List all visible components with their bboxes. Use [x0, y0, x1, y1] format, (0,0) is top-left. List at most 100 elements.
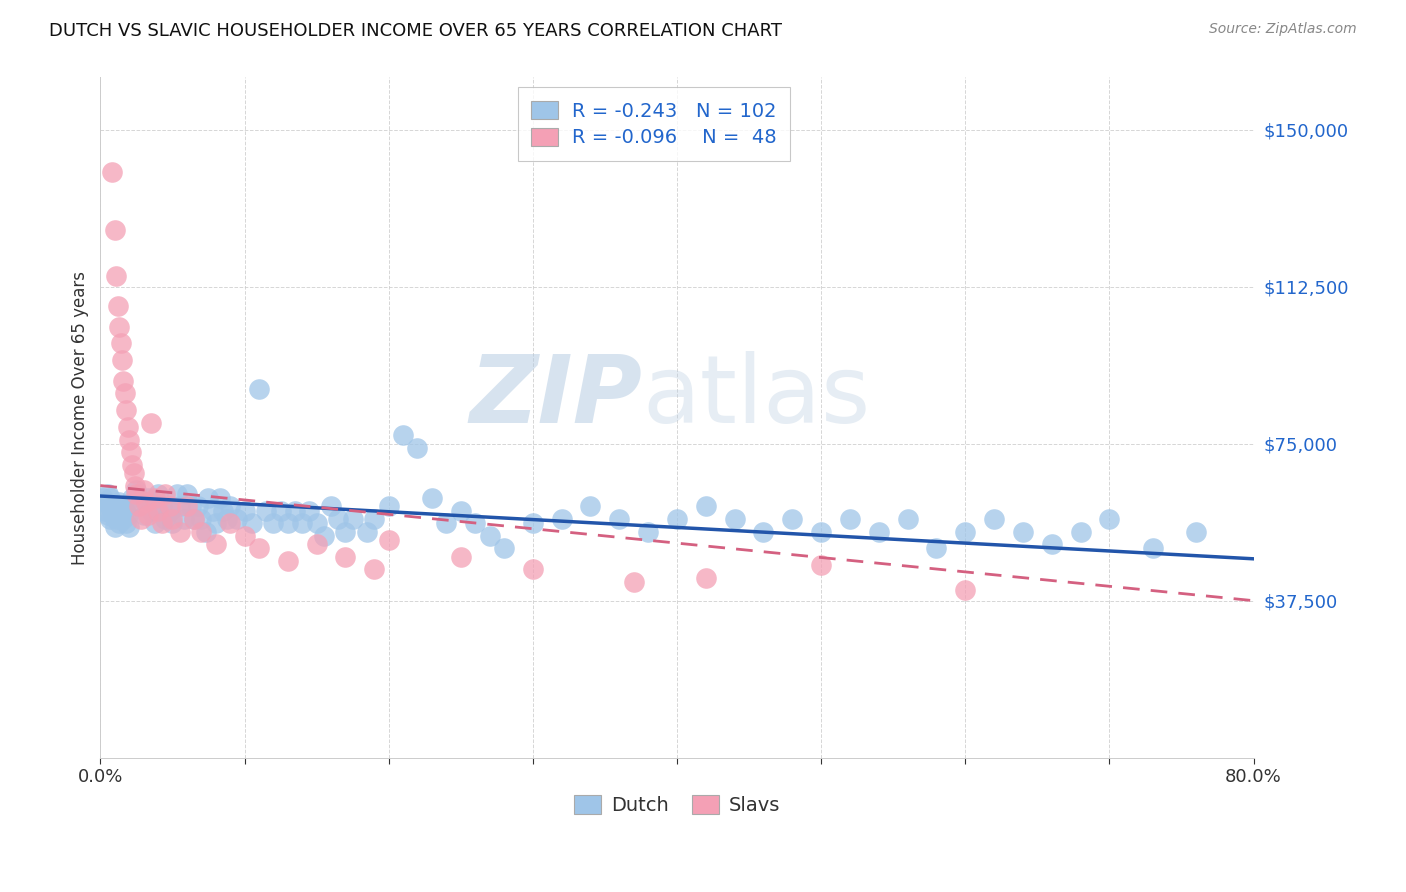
Dutch — [114, 504, 136, 518]
Dutch — [143, 516, 166, 531]
Slavs — [129, 512, 152, 526]
Dutch — [197, 491, 219, 505]
Slavs — [955, 583, 977, 598]
Slavs — [176, 500, 198, 514]
Dutch — [212, 504, 235, 518]
Dutch — [607, 512, 630, 526]
Dutch — [406, 441, 429, 455]
Dutch — [107, 504, 129, 518]
Dutch — [128, 500, 150, 514]
Slavs — [233, 529, 256, 543]
Dutch — [105, 512, 128, 526]
Slavs — [159, 500, 181, 514]
Dutch — [108, 516, 131, 531]
Dutch — [478, 529, 501, 543]
Dutch — [132, 508, 155, 522]
Slavs — [450, 549, 472, 564]
Dutch — [180, 500, 202, 514]
Dutch — [782, 512, 804, 526]
Slavs — [120, 445, 142, 459]
Slavs — [522, 562, 544, 576]
Dutch — [335, 524, 357, 539]
Dutch — [166, 487, 188, 501]
Dutch — [1185, 524, 1208, 539]
Dutch — [579, 500, 602, 514]
Dutch — [155, 512, 177, 526]
Dutch — [194, 524, 217, 539]
Dutch — [550, 512, 572, 526]
Dutch — [247, 382, 270, 396]
Slavs — [135, 495, 157, 509]
Slavs — [121, 458, 143, 472]
Dutch — [319, 500, 342, 514]
Slavs — [107, 299, 129, 313]
Slavs — [125, 487, 148, 501]
Slavs — [247, 541, 270, 556]
Dutch — [226, 512, 249, 526]
Dutch — [100, 512, 122, 526]
Dutch — [96, 508, 118, 522]
Slavs — [114, 386, 136, 401]
Dutch — [187, 500, 209, 514]
Slavs — [695, 571, 717, 585]
Slavs — [101, 164, 124, 178]
Dutch — [110, 508, 132, 522]
Dutch — [665, 512, 688, 526]
Dutch — [450, 504, 472, 518]
Dutch — [1142, 541, 1164, 556]
Slavs — [124, 478, 146, 492]
Text: DUTCH VS SLAVIC HOUSEHOLDER INCOME OVER 65 YEARS CORRELATION CHART: DUTCH VS SLAVIC HOUSEHOLDER INCOME OVER … — [49, 22, 782, 40]
Slavs — [128, 500, 150, 514]
Slavs — [139, 416, 162, 430]
Dutch — [434, 516, 457, 531]
Dutch — [270, 504, 292, 518]
Slavs — [122, 466, 145, 480]
Dutch — [169, 500, 191, 514]
Dutch — [868, 524, 890, 539]
Dutch — [217, 512, 239, 526]
Dutch — [159, 504, 181, 518]
Dutch — [291, 516, 314, 531]
Dutch — [146, 487, 169, 501]
Dutch — [139, 504, 162, 518]
Dutch — [121, 491, 143, 505]
Dutch — [328, 512, 350, 526]
Dutch — [219, 500, 242, 514]
Slavs — [335, 549, 357, 564]
Slavs — [117, 420, 139, 434]
Dutch — [955, 524, 977, 539]
Slavs — [105, 269, 128, 284]
Slavs — [112, 374, 135, 388]
Dutch — [464, 516, 486, 531]
Dutch — [810, 524, 832, 539]
Slavs — [118, 433, 141, 447]
Dutch — [104, 500, 127, 514]
Y-axis label: Householder Income Over 65 years: Householder Income Over 65 years — [72, 270, 89, 565]
Slavs — [155, 487, 177, 501]
Dutch — [201, 504, 224, 518]
Slavs — [115, 403, 138, 417]
Slavs — [110, 336, 132, 351]
Dutch — [96, 487, 118, 501]
Dutch — [1098, 512, 1121, 526]
Dutch — [298, 504, 321, 518]
Dutch — [233, 504, 256, 518]
Dutch — [108, 495, 131, 509]
Dutch — [104, 520, 127, 534]
Dutch — [150, 500, 173, 514]
Dutch — [312, 529, 335, 543]
Dutch — [1040, 537, 1063, 551]
Slavs — [162, 512, 184, 526]
Slavs — [810, 558, 832, 573]
Dutch — [136, 491, 159, 505]
Dutch — [112, 512, 135, 526]
Slavs — [183, 512, 205, 526]
Slavs — [108, 319, 131, 334]
Dutch — [100, 491, 122, 505]
Dutch — [111, 500, 134, 514]
Dutch — [204, 516, 226, 531]
Dutch — [342, 512, 364, 526]
Slavs — [104, 223, 127, 237]
Dutch — [162, 516, 184, 531]
Slavs — [623, 574, 645, 589]
